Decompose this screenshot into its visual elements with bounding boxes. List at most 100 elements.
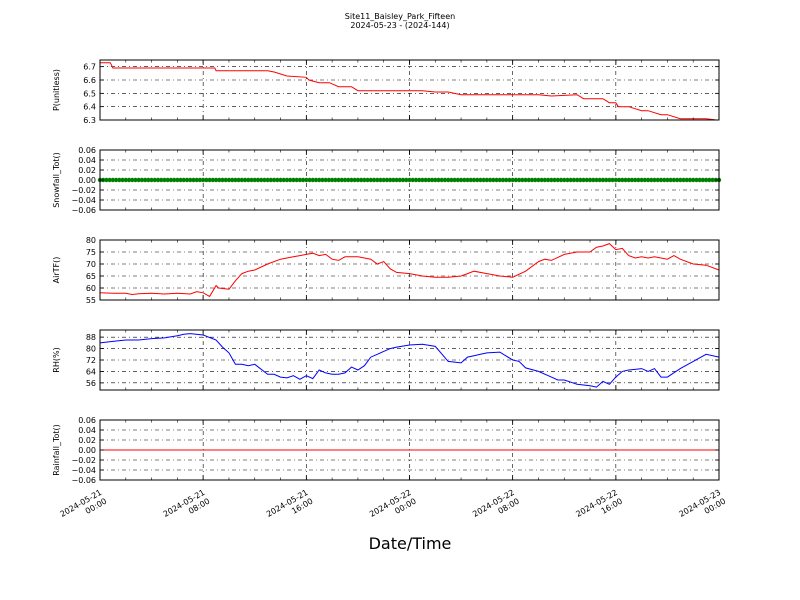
data-point bbox=[333, 177, 338, 183]
data-point bbox=[549, 177, 554, 183]
data-point bbox=[665, 177, 670, 183]
data-point bbox=[497, 177, 502, 183]
data-point bbox=[168, 177, 174, 183]
data-point bbox=[658, 177, 664, 183]
y-tick-label: 0.00 bbox=[78, 176, 96, 185]
data-point bbox=[317, 177, 322, 183]
y-axis-label: RH(%) bbox=[52, 347, 61, 372]
y-tick-label: 80 bbox=[86, 345, 96, 354]
data-point bbox=[645, 177, 651, 183]
data-point bbox=[130, 177, 135, 183]
data-point bbox=[142, 177, 148, 183]
y-tick-label: 65 bbox=[86, 272, 96, 281]
series-line bbox=[99, 333, 720, 388]
data-point bbox=[258, 177, 264, 183]
data-point bbox=[275, 177, 280, 183]
y-axis-label: Snowfall_Tot() bbox=[52, 152, 61, 208]
data-point bbox=[703, 177, 709, 183]
data-point bbox=[529, 177, 535, 183]
data-point bbox=[249, 177, 254, 183]
y-tick-label: 60 bbox=[86, 284, 96, 293]
data-point bbox=[487, 177, 493, 183]
data-point bbox=[429, 177, 435, 183]
data-point bbox=[581, 177, 586, 183]
y-tick-label: 75 bbox=[86, 248, 96, 257]
data-point bbox=[536, 177, 541, 183]
data-point bbox=[226, 177, 232, 183]
data-point bbox=[533, 177, 538, 183]
data-point bbox=[255, 177, 261, 183]
data-point bbox=[681, 177, 686, 183]
data-point bbox=[268, 177, 274, 183]
y-tick-label: −0.04 bbox=[71, 466, 96, 475]
data-point bbox=[288, 177, 293, 183]
data-point bbox=[610, 177, 615, 183]
data-point bbox=[632, 177, 638, 183]
data-point bbox=[481, 177, 486, 183]
data-point bbox=[684, 177, 689, 183]
y-tick-label: 55 bbox=[86, 296, 96, 305]
y-tick-label: 56 bbox=[86, 379, 96, 388]
data-point bbox=[365, 177, 370, 183]
data-point bbox=[504, 177, 509, 183]
y-tick-label: 0.00 bbox=[78, 446, 96, 455]
data-point bbox=[342, 177, 348, 183]
data-point bbox=[110, 177, 116, 183]
data-point bbox=[146, 177, 151, 183]
data-point bbox=[591, 177, 596, 183]
chart-title: Site11_Baisley_Park_Fifteen bbox=[344, 12, 456, 21]
data-point bbox=[336, 177, 341, 183]
data-point bbox=[500, 177, 506, 183]
data-point bbox=[700, 177, 706, 183]
data-point bbox=[278, 177, 283, 183]
data-point bbox=[584, 177, 590, 183]
y-tick-label: 70 bbox=[86, 260, 96, 269]
y-axis-label: AirTF() bbox=[52, 257, 61, 284]
data-point bbox=[558, 177, 564, 183]
data-point bbox=[571, 177, 577, 183]
data-point bbox=[562, 177, 567, 183]
data-point bbox=[294, 177, 299, 183]
data-point bbox=[339, 177, 344, 183]
data-point bbox=[445, 177, 451, 183]
data-point bbox=[178, 177, 183, 183]
data-point bbox=[458, 177, 464, 183]
series-line bbox=[100, 62, 719, 121]
data-point bbox=[300, 177, 306, 183]
data-point bbox=[362, 177, 367, 183]
data-point bbox=[523, 177, 528, 183]
y-tick-label: 6.6 bbox=[83, 76, 96, 85]
data-point bbox=[484, 177, 490, 183]
y-axis-label: P(unitless) bbox=[52, 69, 61, 111]
data-point bbox=[471, 177, 477, 183]
data-point bbox=[552, 177, 557, 183]
data-point bbox=[284, 177, 290, 183]
data-point bbox=[652, 177, 657, 183]
data-point bbox=[526, 177, 531, 183]
y-tick-label: 0.04 bbox=[78, 156, 96, 165]
data-point bbox=[439, 177, 444, 183]
data-point bbox=[568, 177, 573, 183]
data-point bbox=[246, 177, 251, 183]
data-point bbox=[436, 177, 441, 183]
data-point bbox=[217, 177, 222, 183]
data-point bbox=[678, 177, 683, 183]
data-point bbox=[133, 177, 138, 183]
data-point bbox=[542, 177, 548, 183]
data-point bbox=[352, 177, 357, 183]
data-point bbox=[513, 177, 519, 183]
y-tick-label: 6.3 bbox=[83, 116, 96, 125]
data-point bbox=[252, 177, 257, 183]
data-point bbox=[346, 177, 351, 183]
data-point bbox=[126, 177, 132, 183]
data-point bbox=[304, 177, 309, 183]
data-point bbox=[117, 177, 122, 183]
data-point bbox=[381, 177, 386, 183]
data-point bbox=[691, 177, 696, 183]
data-point bbox=[468, 177, 473, 183]
data-point bbox=[613, 177, 619, 183]
